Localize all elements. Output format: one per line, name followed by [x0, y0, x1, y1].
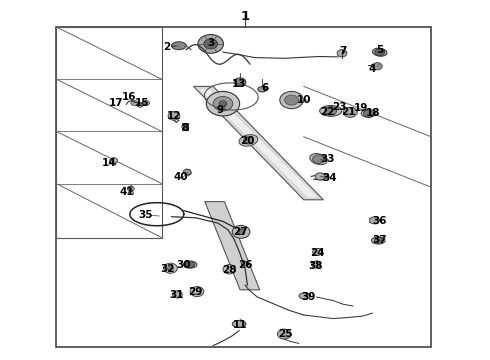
Text: 25: 25 [278, 329, 293, 339]
Ellipse shape [239, 135, 258, 146]
Circle shape [198, 35, 223, 53]
Circle shape [219, 101, 227, 107]
Circle shape [234, 78, 246, 86]
Polygon shape [200, 89, 318, 197]
Text: 23: 23 [332, 102, 346, 112]
Circle shape [343, 107, 357, 117]
Text: 41: 41 [119, 186, 134, 197]
Text: 11: 11 [233, 320, 247, 330]
Ellipse shape [371, 237, 385, 244]
Polygon shape [205, 202, 260, 290]
Circle shape [143, 100, 149, 105]
Circle shape [110, 158, 118, 163]
Circle shape [213, 96, 233, 111]
Circle shape [183, 169, 191, 175]
Text: 15: 15 [135, 98, 149, 108]
Circle shape [168, 266, 173, 270]
Circle shape [285, 95, 298, 105]
Text: 17: 17 [108, 98, 123, 108]
Text: 6: 6 [261, 83, 268, 93]
Text: 21: 21 [341, 107, 355, 117]
Text: 20: 20 [240, 136, 255, 146]
Text: 18: 18 [366, 108, 381, 118]
Text: 33: 33 [320, 154, 335, 164]
Text: 24: 24 [310, 248, 325, 258]
Circle shape [364, 110, 373, 117]
Text: 38: 38 [309, 261, 323, 271]
Text: 22: 22 [320, 107, 335, 117]
Bar [56, 27, 431, 347]
Circle shape [313, 248, 322, 256]
Text: 27: 27 [233, 227, 247, 237]
Text: 4: 4 [368, 64, 376, 74]
Text: 16: 16 [122, 92, 136, 102]
Text: 26: 26 [238, 260, 252, 270]
Circle shape [312, 261, 320, 268]
Ellipse shape [299, 293, 311, 299]
Circle shape [313, 155, 324, 163]
Text: 37: 37 [372, 235, 387, 246]
Text: 1: 1 [241, 10, 249, 23]
Ellipse shape [258, 86, 267, 92]
Ellipse shape [241, 261, 249, 266]
Circle shape [374, 238, 382, 243]
Circle shape [325, 107, 337, 115]
Polygon shape [194, 86, 323, 200]
Circle shape [337, 50, 347, 57]
Text: 36: 36 [372, 216, 387, 226]
Circle shape [375, 49, 385, 56]
Circle shape [369, 217, 379, 224]
Text: 32: 32 [160, 264, 175, 274]
Circle shape [168, 112, 180, 120]
Text: 14: 14 [101, 158, 116, 168]
Circle shape [204, 39, 218, 49]
Text: 8: 8 [182, 123, 189, 133]
Circle shape [372, 63, 382, 70]
Text: 35: 35 [139, 210, 153, 220]
Ellipse shape [172, 42, 186, 50]
Ellipse shape [183, 261, 197, 268]
Text: 29: 29 [188, 287, 202, 297]
Text: 13: 13 [232, 78, 246, 89]
Circle shape [131, 100, 138, 105]
Text: 5: 5 [376, 45, 383, 55]
Text: 7: 7 [339, 46, 347, 56]
Text: 9: 9 [217, 105, 224, 115]
Circle shape [172, 291, 182, 298]
Circle shape [223, 265, 236, 274]
Circle shape [186, 261, 195, 268]
Circle shape [280, 91, 303, 109]
Circle shape [164, 263, 177, 273]
Circle shape [182, 124, 189, 129]
Ellipse shape [232, 320, 246, 328]
Text: 34: 34 [322, 173, 337, 183]
Text: 31: 31 [169, 290, 184, 300]
Circle shape [244, 137, 253, 144]
Circle shape [127, 186, 134, 191]
Text: 12: 12 [167, 111, 181, 121]
Ellipse shape [372, 48, 387, 56]
Polygon shape [56, 27, 162, 238]
Text: 2: 2 [163, 42, 170, 52]
Circle shape [315, 173, 325, 180]
Text: 40: 40 [173, 172, 188, 182]
Ellipse shape [320, 105, 342, 116]
Text: 30: 30 [176, 260, 191, 270]
Circle shape [232, 225, 250, 238]
Ellipse shape [310, 154, 327, 165]
Text: 19: 19 [353, 103, 368, 113]
Text: 3: 3 [207, 38, 214, 48]
Circle shape [237, 229, 245, 235]
Ellipse shape [361, 109, 376, 117]
Circle shape [206, 91, 240, 116]
Text: 28: 28 [222, 265, 237, 275]
Circle shape [137, 102, 144, 107]
Circle shape [190, 287, 204, 297]
Text: 39: 39 [301, 292, 316, 302]
Text: 10: 10 [296, 95, 311, 105]
Circle shape [277, 329, 291, 339]
